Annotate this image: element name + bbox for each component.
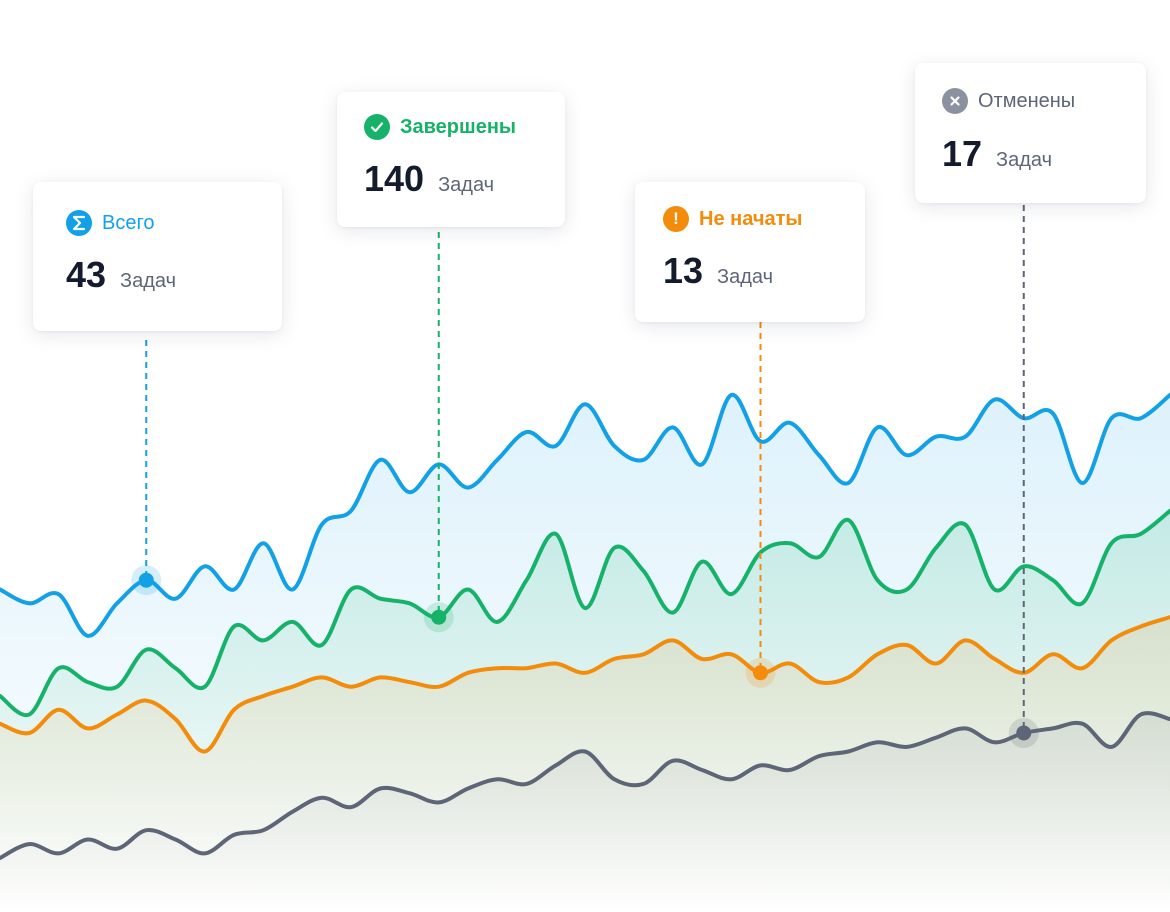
- series-line-not-started: [0, 615, 1170, 754]
- highlight-point-completed: [431, 609, 447, 625]
- stat-card-header: Отменены: [942, 88, 1075, 114]
- x-circle-icon: [942, 88, 968, 114]
- stat-card-label: Не начаты: [699, 207, 803, 230]
- stat-card-unit: Задач: [120, 270, 177, 292]
- stat-card-value: 17: [942, 133, 983, 174]
- stat-card-value: 43: [66, 254, 107, 295]
- exclamation-circle-icon: !: [663, 206, 689, 232]
- stat-card-label: Всего: [102, 211, 155, 234]
- stat-card-body: 13 Задач: [663, 250, 773, 292]
- stat-card-not-started: ! Не начаты 13 Задач: [635, 182, 865, 322]
- stat-card-unit: Задач: [438, 174, 495, 196]
- sigma-icon: [66, 210, 92, 236]
- check-circle-icon: [364, 114, 390, 140]
- stat-card-canceled: Отменены 17 Задач: [915, 63, 1146, 203]
- stat-card-label: Завершены: [400, 115, 516, 138]
- stat-card-unit: Задач: [996, 149, 1053, 171]
- series-line-canceled: [0, 711, 1170, 860]
- series-line-total: [0, 393, 1170, 638]
- highlight-point-total: [138, 572, 154, 588]
- stat-card-value: 140: [364, 158, 425, 199]
- stat-card-body: 140 Задач: [364, 158, 494, 200]
- stat-card-label: Отменены: [978, 89, 1076, 112]
- highlight-point-not-started: [753, 665, 768, 681]
- stat-card-header: Всего: [66, 210, 154, 236]
- stat-card-unit: Задач: [717, 266, 774, 288]
- highlight-point-canceled: [1016, 725, 1032, 741]
- stat-card-completed: Завершены 140 Задач: [337, 92, 565, 227]
- stat-card-body: 43 Задач: [66, 254, 176, 296]
- stat-card-body: 17 Задач: [942, 133, 1052, 175]
- series-area-canceled: [0, 713, 1170, 912]
- stat-card-value: 13: [663, 250, 704, 291]
- stat-card-header: Завершены: [364, 114, 516, 140]
- stat-card-total: Всего 43 Задач: [33, 182, 282, 331]
- stat-card-header: ! Не начаты: [663, 206, 802, 232]
- series-line-completed: [0, 508, 1170, 718]
